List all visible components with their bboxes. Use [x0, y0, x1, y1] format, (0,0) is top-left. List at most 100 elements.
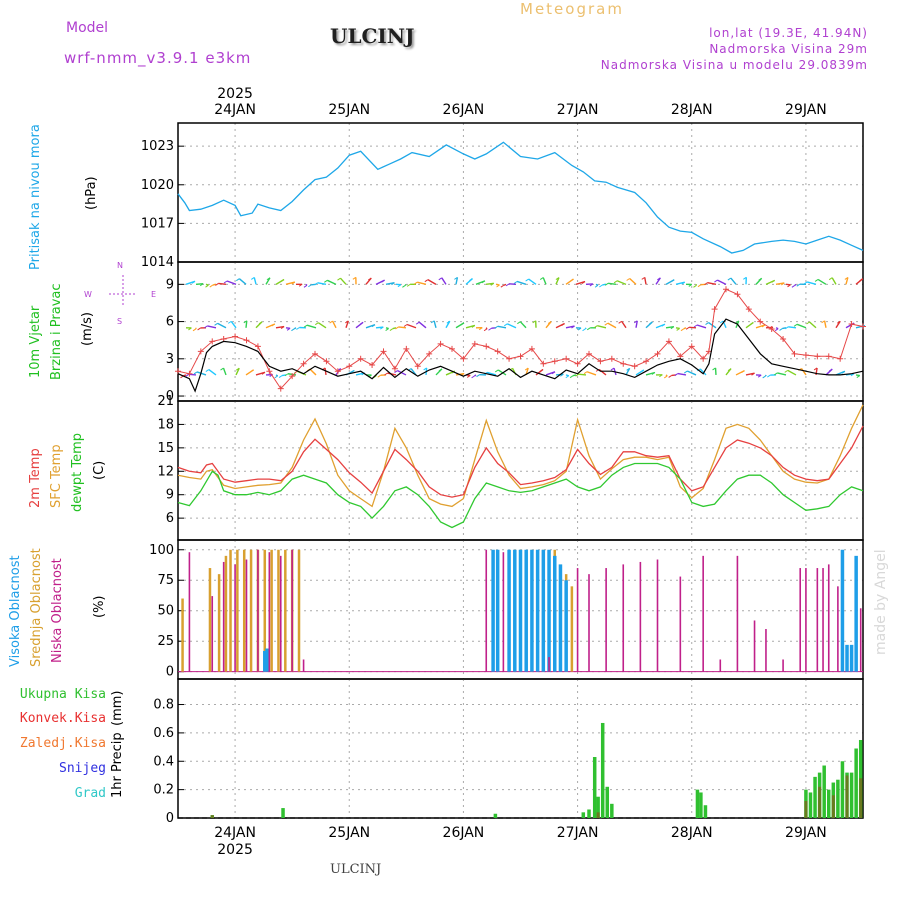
wind-barb-tip — [284, 373, 289, 377]
wind-barb-tip — [500, 284, 505, 288]
wind-barb — [542, 277, 547, 285]
gust-point — [848, 321, 855, 328]
gust-point — [449, 345, 455, 352]
wind-barb-tip — [324, 279, 328, 283]
cloud-bar-0 — [535, 549, 540, 672]
wind-barb-tip — [828, 368, 833, 372]
cloud-bar-2 — [837, 586, 839, 672]
wind-barb — [485, 282, 494, 286]
wind-barb — [406, 323, 417, 329]
precip-bar-0 — [581, 812, 586, 818]
wind-barb-tip — [714, 279, 718, 283]
gust-point — [631, 363, 638, 370]
footer-station: ULCINJ — [330, 862, 382, 877]
wind-barb-tip — [471, 375, 475, 379]
pressure-label: Pritisak na nivou mora — [28, 124, 43, 270]
wind-barb — [572, 374, 577, 377]
watermark: made by Angel — [873, 549, 889, 655]
wind-barb-tip — [460, 322, 465, 326]
wind-barb-tip — [280, 279, 285, 282]
wind-barb-tip — [593, 325, 598, 329]
gust-point — [665, 338, 672, 345]
wind-barb-tip — [303, 324, 308, 328]
wind-barb-tip — [727, 277, 732, 281]
gust-point — [757, 318, 764, 325]
wind-barb-tip — [197, 327, 201, 331]
wind-barb — [696, 324, 707, 329]
gust-point — [175, 368, 181, 375]
wind-barb — [602, 283, 607, 286]
ytick-label-wind: 9 — [166, 277, 174, 292]
wind-barb-tip — [466, 375, 471, 378]
wind-barb-tip — [438, 368, 443, 372]
wind-barb-tip — [532, 320, 536, 324]
compass-s: S — [117, 317, 123, 326]
wind-barb-tip — [575, 373, 579, 377]
wind-barb — [788, 326, 797, 329]
cloud-bar-2 — [485, 549, 488, 672]
wind-barb — [787, 369, 797, 376]
gust-point — [597, 358, 604, 365]
series-gust — [177, 288, 864, 390]
ytick-label-pressure: 1020 — [141, 178, 174, 193]
product-title: Meteogram — [520, 0, 624, 18]
ytick-label-cloud: 25 — [157, 634, 174, 649]
wind-barb-tip — [793, 323, 798, 327]
gust-point — [209, 338, 216, 345]
wind-barb — [644, 277, 647, 285]
wind-barb — [392, 327, 397, 330]
wind-barb — [486, 371, 497, 376]
gust-point — [232, 333, 239, 340]
wind-barb-tip — [583, 371, 588, 375]
wind-barb — [616, 280, 627, 285]
cloud-bar-1 — [181, 598, 184, 672]
cloud-bar-1 — [249, 549, 253, 672]
cloud-bar-2 — [822, 568, 824, 672]
wind-barb-tip — [688, 283, 693, 287]
snow-label: Snijeg — [59, 761, 106, 776]
wind-barb-tip — [250, 369, 254, 373]
wind-barb-tip — [209, 284, 214, 288]
wind-barb — [253, 277, 257, 285]
cloud-bar-2 — [588, 574, 590, 672]
wind-barb-tip — [670, 326, 675, 330]
wind-barb-tip — [274, 375, 278, 379]
xtick-label-top: 25JAN — [328, 102, 370, 118]
wind-barb-tip — [298, 283, 303, 287]
wind-barb — [635, 320, 638, 328]
ytick-label-pressure: 1017 — [141, 216, 174, 231]
wind-barb — [699, 368, 707, 376]
wind-barb — [686, 370, 697, 376]
gust-point — [791, 350, 798, 357]
gust-point — [563, 355, 570, 362]
wind-label-2: Brzina i Pravac — [49, 283, 64, 380]
compass-rose — [109, 275, 137, 305]
wind-barb-tip — [243, 320, 248, 324]
cloud-bar-0 — [513, 549, 517, 672]
wind-barb-tip — [773, 372, 778, 376]
cloud-bar-2 — [799, 568, 802, 672]
cloud-bar-0 — [553, 555, 557, 672]
compass-w: W — [84, 290, 92, 299]
wind-barb-tip — [266, 277, 271, 281]
wind-barb — [730, 277, 737, 285]
precip-bar-0 — [605, 786, 610, 818]
wind-barb-tip — [413, 281, 418, 285]
cloud-bar-2 — [234, 564, 236, 672]
wind-barb-tip — [633, 320, 638, 324]
wind-barb — [607, 322, 617, 329]
wind-barb-tip — [280, 326, 285, 329]
wind-barb-tip — [191, 280, 196, 284]
wind-barb-tip — [594, 284, 599, 288]
cloud-bar-0 — [530, 549, 534, 672]
cloud-bar-2 — [502, 552, 505, 672]
wind-barb — [608, 282, 617, 286]
wind-barb-tip — [670, 279, 675, 283]
cloud-bar-2 — [257, 549, 259, 672]
wind-barb — [294, 327, 297, 330]
precip-bar-0 — [281, 808, 285, 818]
wind-barb-tip — [685, 326, 690, 330]
wind-barb-tip — [571, 325, 575, 329]
gust-point — [620, 360, 627, 367]
